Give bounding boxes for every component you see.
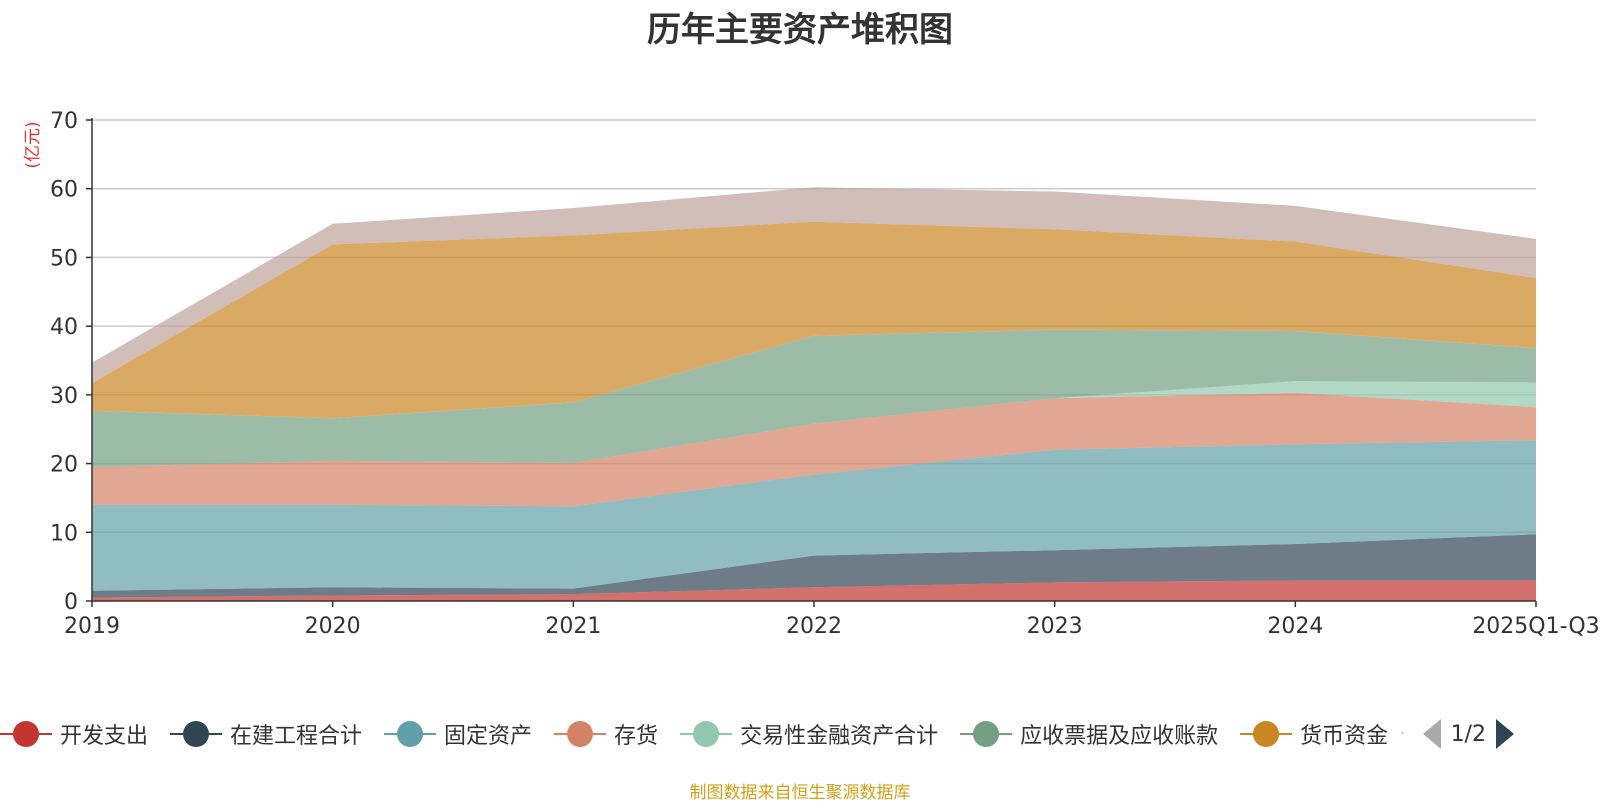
data-source-note: 制图数据来自恒生聚源数据库 (689, 783, 911, 803)
legend-marker-icon (384, 721, 437, 747)
legend-item[interactable]: 交易性金融资产合计 (680, 718, 938, 750)
legend-label: 在建工程合计 (230, 724, 363, 749)
legend-marker-icon (1240, 721, 1293, 747)
legend-marker-icon (554, 721, 607, 747)
area-series-其他 (92, 187, 1536, 384)
area-series-应收票据及应收账款 (92, 329, 1536, 467)
legend-item[interactable]: 在建工程合计 (170, 718, 362, 750)
y-axis-unit-label: (亿元) (23, 121, 43, 168)
legend-pager: 1/2 (1422, 719, 1514, 749)
legend-next-page-icon[interactable] (1495, 719, 1514, 749)
x-tick-label: 2025Q1-Q3 (1472, 614, 1599, 639)
legend-item[interactable]: 开发支出 (0, 718, 148, 750)
y-tick-label: 40 (50, 315, 78, 340)
legend-label: 应收票据及应收账款 (1020, 724, 1219, 749)
legend-item[interactable]: 货币资金 (1240, 718, 1388, 750)
y-tick-label: 10 (50, 521, 78, 546)
y-tick-label: 20 (50, 453, 78, 478)
stacked-area-chart: 0 10 20 30 40 50 60 70 2019 2020 2021 2022 2023 2024 2… (23, 109, 1600, 639)
x-tick-label: 2021 (545, 614, 601, 639)
legend-label: 固定资产 (444, 724, 533, 749)
y-tick-label: 50 (50, 246, 78, 271)
area-series (92, 187, 1536, 601)
y-tick-label: 0 (64, 590, 78, 615)
y-tick-label: 70 (50, 109, 78, 134)
area-series-货币资金 (92, 221, 1536, 419)
legend-item[interactable]: 应收票据及应收账款 (960, 718, 1218, 750)
chart-title: 历年主要资产堆积图 (647, 10, 953, 50)
area-series-存货 (92, 392, 1536, 507)
legend-prev-page-icon[interactable] (1422, 719, 1441, 749)
area-series-在建工程合计 (92, 534, 1536, 598)
x-tick-label: 2023 (1027, 614, 1083, 639)
legend-label: 交易性金融资产合计 (740, 724, 939, 749)
x-tick-label: 2019 (64, 614, 120, 639)
axes: 0 10 20 30 40 50 60 70 2019 2020 2021 2022 2023 2024 2… (50, 109, 1600, 639)
legend-marker-icon (170, 721, 223, 747)
y-tick-label: 60 (50, 178, 78, 203)
x-tick-label: 2020 (305, 614, 361, 639)
legend-marker-icon (680, 721, 733, 747)
area-series-开发支出 (92, 580, 1536, 601)
legend: 开发支出 在建工程合计 固定资产 存货 交易性金融资产合计 应收票据及应收账款 货币资金 ·… (0, 716, 1514, 752)
area-series-固定资产 (92, 440, 1536, 591)
legend-item[interactable]: 存货 (554, 718, 658, 750)
x-tick-label: 2022 (786, 614, 842, 639)
legend-label: 存货 (614, 724, 659, 749)
legend-label: 货币资金 (1300, 724, 1389, 749)
legend-more-marker: · (1400, 726, 1405, 742)
legend-item[interactable]: 固定资产 (384, 718, 532, 750)
area-series-交易性金融资产合计 (92, 381, 1536, 467)
legend-marker-icon (960, 721, 1013, 747)
legend-label: 开发支出 (60, 724, 149, 749)
y-tick-label: 30 (50, 384, 78, 409)
legend-page-indicator: 1/2 (1450, 721, 1486, 747)
x-tick-label: 2024 (1267, 614, 1323, 639)
legend-marker-icon (0, 721, 52, 747)
